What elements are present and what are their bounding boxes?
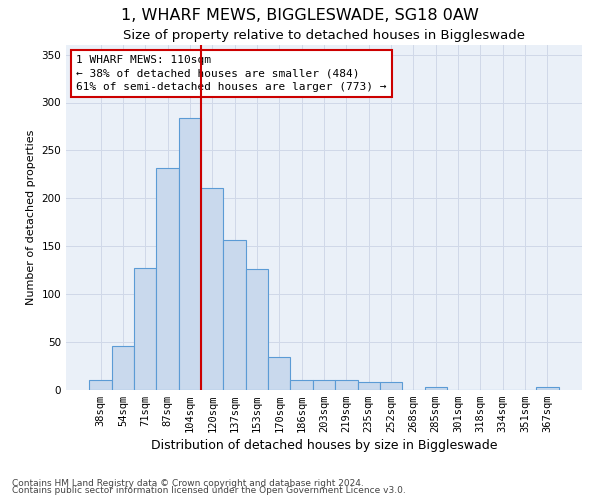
Text: Contains HM Land Registry data © Crown copyright and database right 2024.: Contains HM Land Registry data © Crown c… — [12, 478, 364, 488]
Bar — [201, 188, 223, 390]
Bar — [425, 387, 447, 390]
X-axis label: Distribution of detached houses by size in Biggleswade: Distribution of detached houses by size … — [151, 440, 497, 452]
Bar — [290, 380, 313, 390]
Bar — [358, 382, 380, 390]
Text: 1, WHARF MEWS, BIGGLESWADE, SG18 0AW: 1, WHARF MEWS, BIGGLESWADE, SG18 0AW — [121, 8, 479, 22]
Bar — [313, 380, 335, 390]
Bar — [268, 358, 290, 390]
Text: Contains public sector information licensed under the Open Government Licence v3: Contains public sector information licen… — [12, 486, 406, 495]
Bar — [223, 240, 246, 390]
Title: Size of property relative to detached houses in Biggleswade: Size of property relative to detached ho… — [123, 30, 525, 43]
Bar — [536, 387, 559, 390]
Bar — [246, 269, 268, 390]
Bar — [112, 346, 134, 390]
Y-axis label: Number of detached properties: Number of detached properties — [26, 130, 36, 305]
Bar — [89, 380, 112, 390]
Text: 1 WHARF MEWS: 110sqm
← 38% of detached houses are smaller (484)
61% of semi-deta: 1 WHARF MEWS: 110sqm ← 38% of detached h… — [76, 56, 387, 92]
Bar — [134, 268, 157, 390]
Bar — [380, 382, 402, 390]
Bar — [179, 118, 201, 390]
Bar — [157, 168, 179, 390]
Bar — [335, 380, 358, 390]
